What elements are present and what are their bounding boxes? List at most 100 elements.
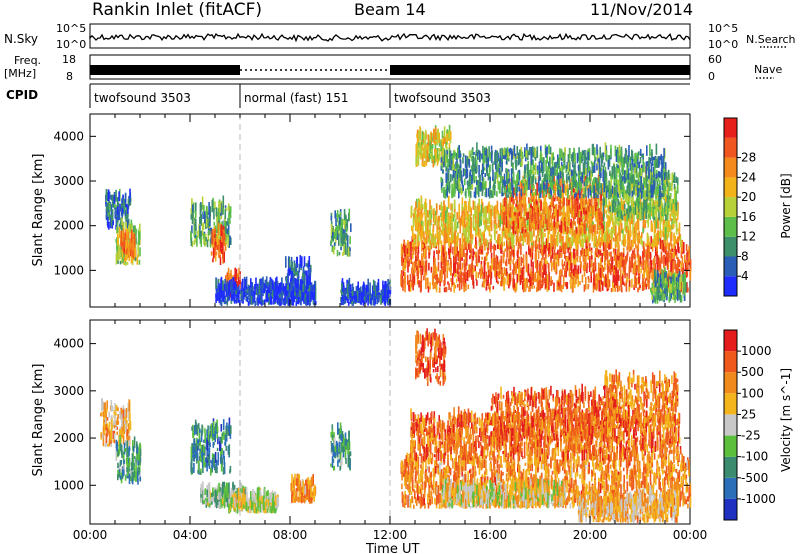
power-cell — [572, 220, 574, 229]
power-cell — [637, 218, 639, 231]
power-cell — [427, 286, 430, 293]
power-cell — [351, 297, 354, 306]
power-cell — [628, 243, 631, 253]
power-cell — [491, 257, 493, 268]
power-cell — [613, 248, 615, 253]
power-cell — [600, 274, 602, 283]
power-cell — [565, 241, 568, 249]
power-cell — [450, 287, 452, 292]
power-cell — [472, 275, 474, 285]
power-cell — [418, 241, 420, 246]
power-cell — [465, 272, 467, 281]
power-cell — [236, 284, 239, 288]
power-cell — [448, 267, 451, 272]
power-cell — [657, 268, 660, 273]
power-cell — [467, 201, 470, 212]
power-cell — [509, 260, 511, 266]
freq-block-1 — [390, 65, 690, 75]
power-cell — [302, 272, 304, 281]
power-cell — [124, 262, 127, 266]
power-cell — [552, 237, 555, 245]
power-cell — [528, 233, 530, 247]
power-cell — [556, 280, 559, 291]
power-cell — [542, 264, 545, 270]
power-cell — [410, 259, 412, 263]
power-cell — [118, 226, 121, 239]
power-cell — [249, 295, 252, 305]
power-cell — [215, 251, 218, 256]
power-cell — [586, 264, 588, 274]
power-cell — [384, 294, 386, 302]
power-cell — [267, 289, 269, 302]
power-cell — [620, 278, 622, 285]
freq-tick-top: 18 — [62, 53, 76, 66]
power-cell — [679, 235, 682, 248]
power-cell — [420, 230, 423, 242]
power-cell — [298, 285, 300, 291]
power-cell — [427, 245, 429, 251]
power-cell — [210, 238, 212, 244]
power-cell — [218, 231, 220, 244]
power-cell — [285, 277, 287, 281]
power-cell — [570, 252, 573, 265]
power-cell — [496, 256, 499, 268]
power-cell — [577, 234, 580, 244]
power-cell — [597, 273, 599, 283]
power-cell — [518, 211, 521, 217]
power-cell — [412, 217, 415, 227]
power-cell — [221, 205, 224, 215]
power-cell — [402, 249, 404, 255]
power-cell — [211, 199, 214, 213]
power-cell — [609, 239, 612, 249]
power-cell — [461, 204, 464, 211]
power-cell — [298, 263, 301, 273]
power-cell — [462, 238, 465, 243]
power-cell — [109, 214, 111, 218]
power-cell — [293, 263, 296, 275]
power-cell — [674, 260, 676, 270]
power-cell — [446, 212, 449, 224]
power-cell — [661, 217, 663, 222]
power-cell — [482, 272, 484, 280]
power-cell — [359, 288, 361, 293]
power-cell — [503, 287, 505, 291]
power-cell — [433, 161, 436, 166]
power-cell — [646, 220, 648, 224]
power-cell — [635, 229, 637, 239]
power-cell — [519, 274, 522, 285]
power-cell — [235, 276, 237, 286]
power-cell — [614, 276, 617, 285]
power-cell — [116, 197, 119, 207]
power-cell — [262, 276, 264, 289]
power-cell — [472, 248, 474, 261]
power-cell — [214, 244, 216, 253]
power-cell — [342, 234, 345, 242]
power-cell — [673, 250, 676, 258]
power-cell — [353, 300, 355, 304]
power-cell — [219, 202, 221, 213]
power-cell — [539, 279, 541, 291]
power-cell — [220, 300, 223, 306]
power-cell — [122, 207, 124, 214]
power-cell — [616, 248, 619, 257]
power-cell — [299, 290, 301, 297]
power-cell — [564, 270, 566, 277]
power-cell — [530, 259, 533, 268]
power-cell — [263, 299, 266, 305]
power-cell — [383, 298, 386, 305]
power-cell — [291, 261, 293, 273]
power-cell — [581, 241, 584, 254]
power-cell — [583, 248, 586, 257]
power-cell — [254, 287, 256, 295]
power-cell — [109, 203, 111, 212]
power-cell — [463, 265, 466, 274]
power-cell — [229, 208, 232, 219]
power-cell — [670, 234, 673, 241]
power-cell — [518, 243, 520, 249]
power-cell — [105, 208, 108, 221]
power-cell — [526, 212, 528, 221]
power-cell — [574, 207, 576, 219]
power-cell — [121, 251, 124, 256]
power-cell — [591, 267, 594, 273]
power-cell — [116, 206, 119, 215]
